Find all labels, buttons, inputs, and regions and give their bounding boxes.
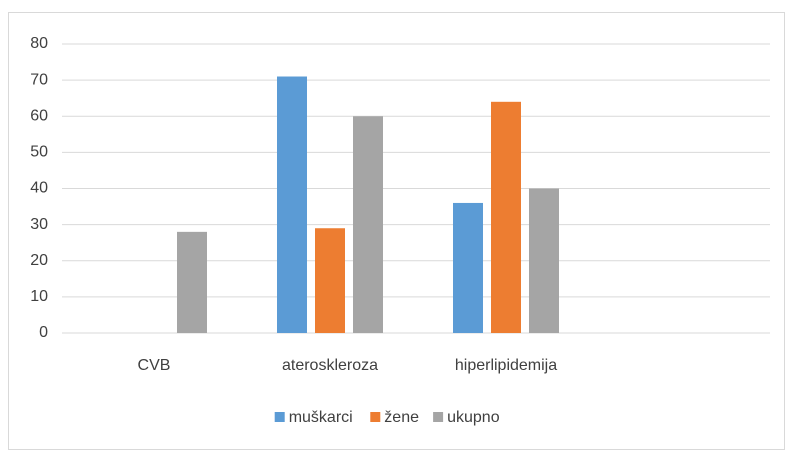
y-tick-label: 60 [30, 107, 48, 124]
legend-swatch [370, 412, 381, 422]
legend-swatch [433, 412, 444, 422]
y-tick-label: 20 [30, 252, 48, 269]
y-tick-label: 40 [30, 180, 48, 197]
y-tick-label: 30 [30, 216, 48, 233]
y-tick-label: 50 [30, 144, 48, 161]
y-tick-label: 80 [30, 35, 48, 52]
x-tick-label: hiperlipidemija [455, 357, 557, 374]
bar [277, 76, 307, 333]
bar [491, 101, 521, 333]
y-tick-label: 0 [39, 324, 48, 341]
legend-label: ukupno [447, 409, 500, 426]
legend-label: muškarci [289, 409, 353, 426]
y-tick-label: 10 [30, 288, 48, 305]
y-tick-label: 70 [30, 71, 48, 88]
bar [353, 116, 383, 333]
x-tick-label: CVB [138, 357, 171, 374]
bar [315, 228, 345, 333]
x-tick-label: ateroskleroza [282, 357, 378, 374]
bar [529, 188, 559, 333]
bar [177, 231, 207, 333]
bar [453, 202, 483, 333]
chart-border [8, 12, 785, 450]
legend-swatch [274, 412, 285, 422]
legend-label: žene [384, 409, 419, 426]
